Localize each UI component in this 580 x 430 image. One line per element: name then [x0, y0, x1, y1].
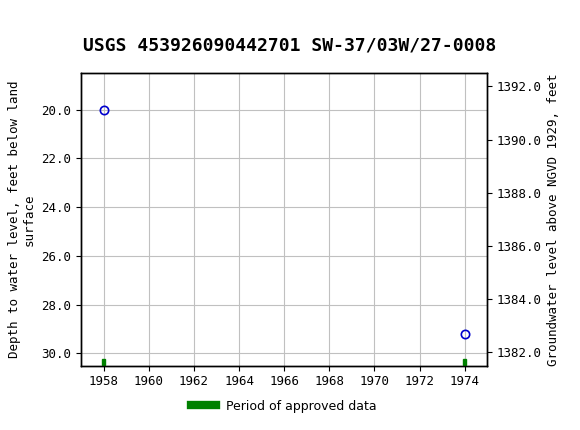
Y-axis label: Depth to water level, feet below land
surface: Depth to water level, feet below land su…	[8, 80, 36, 358]
Legend: Period of approved data: Period of approved data	[186, 395, 382, 418]
Text: USGS 453926090442701 SW-37/03W/27-0008: USGS 453926090442701 SW-37/03W/27-0008	[84, 36, 496, 54]
Bar	[103, 359, 105, 365]
Bar	[463, 359, 466, 365]
Y-axis label: Groundwater level above NGVD 1929, feet: Groundwater level above NGVD 1929, feet	[548, 73, 560, 366]
Text: ▒USGS: ▒USGS	[9, 5, 67, 27]
